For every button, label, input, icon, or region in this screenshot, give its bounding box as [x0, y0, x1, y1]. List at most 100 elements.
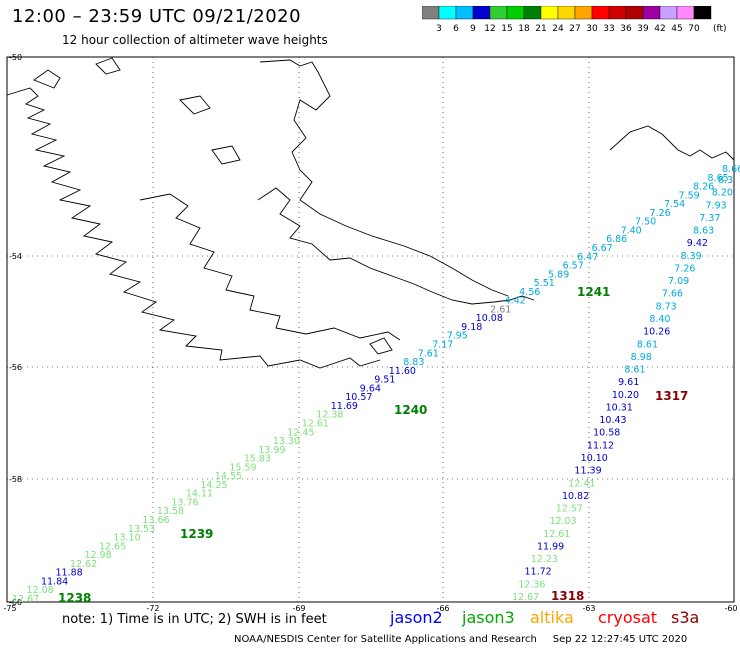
- wave-height-value: 12.57: [556, 504, 583, 515]
- wave-height-value: 12.61: [302, 418, 329, 429]
- lat-label: -58: [9, 475, 22, 484]
- map-subtitle: 12 hour collection of altimeter wave hei…: [62, 33, 328, 47]
- wave-height-value: 4.42: [505, 296, 526, 307]
- wave-height-value: 12.62: [70, 559, 97, 570]
- wave-height-value: 11.60: [389, 366, 416, 377]
- wave-height-value: 8.83: [403, 357, 424, 368]
- wave-height-value: 11.72: [524, 567, 551, 578]
- wave-height-value: 10.20: [612, 390, 639, 401]
- wave-height-value: 12.61: [543, 529, 570, 540]
- wave-height-value: 9.64: [360, 383, 381, 394]
- wave-height-value: 8.65: [708, 173, 729, 184]
- scale-label: 42: [654, 24, 665, 34]
- wave-height-value: 12.38: [316, 410, 343, 421]
- wave-height-value: 10.31: [606, 402, 633, 413]
- scale-label: 21: [535, 24, 546, 34]
- lon-label: -66: [436, 604, 449, 613]
- lon-label: -63: [582, 604, 595, 613]
- wave-height-value: 6.47: [577, 252, 598, 263]
- wave-height-value: 8.73: [656, 301, 677, 312]
- wave-height-value: 8.20: [712, 188, 733, 199]
- wave-height-value: 13.10: [113, 533, 140, 544]
- wave-height-value: 7.26: [650, 208, 671, 219]
- satellite-altika: altika: [530, 608, 574, 627]
- wave-height-value: 12.03: [549, 516, 576, 527]
- wave-height-value: 9.61: [618, 377, 639, 388]
- ground-track-2: 8.38.207.937.378.639.428.397.267.097.668…: [512, 175, 733, 603]
- scale-label: 27: [569, 24, 580, 34]
- satellite-cryosat: cryosat: [598, 608, 658, 627]
- wave-height-value: 7.66: [662, 289, 683, 300]
- pass-time-label: 1241: [577, 285, 610, 299]
- pass-time-label: 1239: [180, 527, 213, 541]
- satellite-jason2: jason2: [390, 608, 443, 627]
- wave-height-value: 8.66: [722, 164, 740, 175]
- ground-track-1: 12.6712.0811.8411.8812.6212.9812.6513.10…: [12, 164, 740, 605]
- wave-height-value: 9.51: [374, 375, 395, 386]
- wave-height-value: 10.43: [599, 415, 626, 426]
- wave-height-value: 8.39: [681, 251, 702, 262]
- wave-height-value: 8.3: [718, 175, 733, 186]
- scale-label: 30: [586, 24, 598, 34]
- wave-height-value: 8.61: [624, 365, 645, 376]
- wave-height-value: 6.67: [592, 243, 613, 254]
- map-title: 12:00 – 23:59 UTC 09/21/2020: [12, 6, 302, 27]
- lat-label: -54: [9, 252, 22, 261]
- wave-height-value: 12.41: [568, 478, 595, 489]
- scale-swatch: [693, 6, 712, 20]
- wave-height-value: 10.57: [345, 392, 372, 403]
- footer-credit: NOAA/NESDIS Center for Satellite Applica…: [234, 634, 687, 645]
- lat-label: -56: [9, 363, 22, 372]
- color-scale: 3 6 9 12 15 18 21 24 27 30 33 36 39 42 45 70 (ft): [422, 6, 727, 34]
- scale-label: 15: [501, 24, 512, 34]
- wave-height-value: 7.50: [635, 217, 656, 228]
- scale-label: 36: [620, 24, 632, 34]
- wave-height-value: 11.88: [55, 568, 82, 579]
- wave-height-value: 7.59: [679, 190, 700, 201]
- axis-tick-labels: -50-54-56-58-60-75 -72 -69 -66 -63 -60: [3, 53, 737, 613]
- scale-label: 33: [603, 24, 614, 34]
- wave-height-value: 7.95: [447, 331, 468, 342]
- wave-height-value: 7.61: [418, 348, 439, 359]
- wave-height-value: 13.76: [171, 497, 198, 508]
- wave-height-value: 9.42: [687, 238, 708, 249]
- wave-height-value: 12.67: [12, 594, 39, 605]
- wave-height-value: 13.53: [128, 524, 155, 535]
- grid-lines: [7, 57, 734, 602]
- wave-height-value: 11.99: [537, 541, 564, 552]
- scale-label: 9: [470, 24, 476, 34]
- wave-height-value: 11.39: [574, 466, 601, 477]
- wave-height-value: 7.26: [674, 263, 695, 274]
- wave-height-value: 8.61: [637, 339, 658, 350]
- wave-height-value: 8.63: [693, 226, 714, 237]
- lat-label: -50: [9, 53, 22, 62]
- credit-text: NOAA/NESDIS Center for Satellite Applica…: [234, 634, 537, 645]
- wave-height-value: 5.89: [548, 269, 569, 280]
- wave-height-value: 4.56: [519, 287, 540, 298]
- generated-timestamp: Sep 22 12:27:45 UTC 2020: [552, 634, 688, 645]
- wave-height-value: 14.25: [200, 480, 227, 491]
- wave-height-value: 10.10: [581, 453, 608, 464]
- scale-unit: (ft): [713, 24, 727, 34]
- wave-height-value: 11.69: [331, 401, 358, 412]
- wave-height-value: 8.26: [693, 182, 714, 193]
- wave-height-value: 13.30: [273, 436, 300, 447]
- wave-height-value: 11.84: [41, 576, 68, 587]
- wave-height-value: 12.65: [99, 541, 126, 552]
- lon-label: -60: [724, 604, 737, 613]
- lon-label: -72: [146, 604, 159, 613]
- wave-height-value: 9.18: [461, 322, 482, 333]
- satellite-s3a: s3a: [671, 608, 700, 627]
- lon-label: -69: [292, 604, 305, 613]
- wave-height-value: 10.58: [593, 428, 620, 439]
- wave-height-value: 14.55: [215, 471, 242, 482]
- lat-label: -60: [9, 598, 22, 607]
- wave-height-value: 12.36: [518, 579, 545, 590]
- wave-height-value: 12.23: [531, 554, 558, 565]
- wave-height-value: 12.98: [84, 550, 111, 561]
- wave-height-value: 12.45: [287, 427, 314, 438]
- wave-height-value: 2.61: [490, 304, 511, 315]
- scale-label: 70: [688, 24, 700, 34]
- wave-height-value: 7.17: [432, 340, 453, 351]
